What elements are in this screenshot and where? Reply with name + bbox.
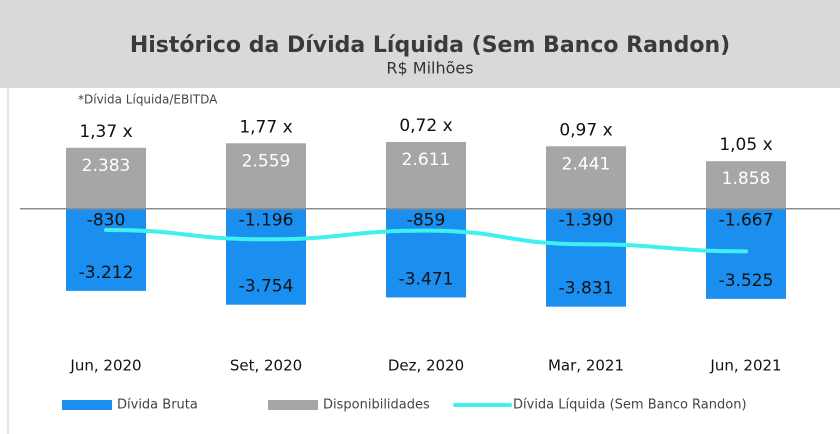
bar	[706, 208, 786, 299]
chart-subtitle: R$ Milhões	[386, 59, 473, 78]
line-value-label: -830	[87, 211, 126, 231]
legend-label: Dívida Bruta	[117, 398, 198, 413]
x-tick-label: Jun, 2020	[69, 357, 141, 375]
legend-label: Disponibilidades	[323, 398, 430, 413]
bar	[66, 147, 146, 209]
value-label: 2.441	[562, 154, 611, 174]
title-band	[0, 0, 840, 88]
x-tick-label: Dez, 2020	[388, 357, 464, 375]
legend-swatch	[62, 400, 112, 410]
ratio-label: 1,05 x	[719, 135, 772, 155]
x-tick-label: Mar, 2021	[548, 357, 624, 375]
line-value-label: -859	[407, 211, 446, 231]
value-label: 1.858	[722, 169, 771, 189]
chart-title: Histórico da Dívida Líquida (Sem Banco R…	[130, 33, 730, 58]
line-value-label: -1.196	[239, 211, 294, 231]
ratio-label: 1,37 x	[79, 122, 132, 142]
ratio-label: 0,97 x	[559, 120, 612, 140]
bar	[546, 208, 626, 307]
bar	[226, 208, 306, 305]
ratio-label: 1,77 x	[239, 117, 292, 137]
line-value-label: -1.667	[719, 211, 774, 231]
value-label: -3.212	[79, 263, 134, 283]
ratio-label: 0,72 x	[399, 116, 452, 136]
value-label: 2.559	[242, 151, 291, 171]
x-tick-label: Jun, 2021	[709, 357, 781, 375]
value-label: -3.525	[719, 271, 774, 291]
legend-swatch	[268, 400, 318, 410]
line-value-label: -1.390	[559, 211, 614, 231]
x-tick-label: Set, 2020	[230, 357, 302, 375]
bar	[386, 141, 466, 209]
legend-label: Dívida Líquida (Sem Banco Randon)	[513, 398, 747, 413]
bar	[226, 143, 306, 209]
value-label: -3.471	[399, 269, 454, 289]
bar	[706, 161, 786, 209]
value-label: 2.383	[82, 156, 131, 176]
value-label: -3.754	[239, 277, 294, 297]
value-label: -3.831	[559, 279, 614, 299]
ratio-note: *Dívida Líquida/EBITDA	[78, 93, 218, 107]
bar	[546, 146, 626, 209]
bar	[66, 208, 146, 291]
line	[104, 227, 748, 254]
bar	[386, 208, 466, 298]
value-label: 2.611	[402, 150, 451, 170]
